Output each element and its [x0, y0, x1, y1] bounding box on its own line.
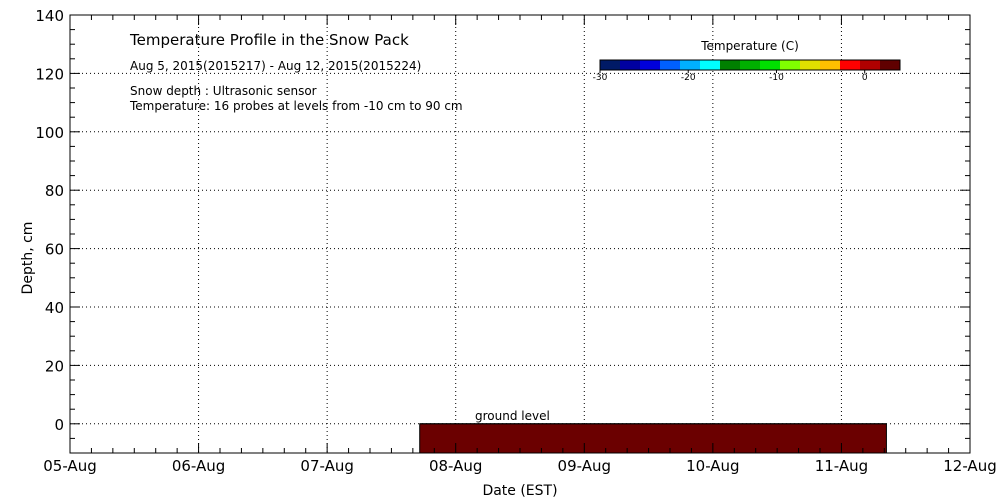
colorbar-cell	[740, 60, 761, 70]
temperature-cell-block	[419, 423, 887, 454]
x-tick-label: 07-Aug	[300, 457, 353, 475]
x-tick-label: 11-Aug	[815, 457, 868, 475]
colorbar-cell	[760, 60, 781, 70]
colorbar-title: Temperature (C)	[700, 39, 799, 53]
plot-frame	[69, 14, 971, 454]
colorbar-border	[599, 59, 901, 71]
x-axis-label: Date (EST)	[482, 483, 557, 499]
colorbar-cell	[700, 60, 721, 70]
colorbar-tick-label: 0	[862, 73, 868, 83]
colorbar-cell	[820, 60, 841, 70]
colorbar-cell	[640, 60, 661, 70]
grid-lines	[70, 14, 970, 453]
colorbar-ticks: -30 -20 -10 0	[593, 70, 868, 83]
colorbar-cell	[720, 60, 741, 70]
colorbar-tick-label: -30	[593, 73, 608, 83]
axis-ticks	[69, 14, 971, 454]
x-tick-label: 12-Aug	[943, 457, 996, 475]
y-tick-label: 120	[35, 65, 64, 83]
ground-level-label: ground level	[475, 409, 550, 423]
colorbar-cell	[800, 60, 821, 70]
y-tick-label: 80	[45, 182, 64, 200]
chart-title: Temperature Profile in the Snow Pack	[129, 31, 409, 49]
tick-labels: 0 20 40 60 80 100 120 140 05-Aug 06-Aug 07-Aug 08-A…	[35, 7, 996, 475]
x-tick-label: 10-Aug	[686, 457, 739, 475]
colorbar-tick-label: -20	[681, 73, 696, 83]
chart-subtitle: Aug 5, 2015(2015217) - Aug 12, 2015(2015…	[130, 59, 421, 73]
y-tick-label: 0	[54, 416, 64, 434]
data-layer	[419, 423, 887, 454]
y-tick-label: 140	[35, 7, 64, 25]
y-tick-label: 20	[45, 357, 64, 375]
y-tick-label: 60	[45, 241, 64, 259]
x-tick-label: 09-Aug	[558, 457, 611, 475]
colorbar-cell	[600, 60, 621, 70]
x-tick-label: 05-Aug	[43, 457, 96, 475]
plot-border	[69, 14, 971, 454]
x-tick-label: 08-Aug	[429, 457, 482, 475]
note-snow-depth: Snow depth : Ultrasonic sensor	[130, 84, 317, 98]
colorbar-cell	[680, 60, 701, 70]
colorbar-cells	[599, 59, 901, 71]
temperature-colorbar: Temperature (C) -30 -20 -10 0	[593, 39, 901, 83]
note-temperature-probes: Temperature: 16 probes at levels from -1…	[129, 99, 463, 113]
colorbar-cell	[780, 60, 801, 70]
y-axis-label: Depth, cm	[20, 222, 36, 295]
colorbar-cell	[860, 60, 881, 70]
colorbar-tick-label: -10	[769, 73, 784, 83]
colorbar-cell	[880, 60, 901, 70]
colorbar-cell	[840, 60, 861, 70]
y-tick-label: 100	[35, 124, 64, 142]
colorbar-cell	[660, 60, 681, 70]
y-tick-label: 40	[45, 299, 64, 317]
colorbar-cell	[620, 60, 641, 70]
x-tick-label: 06-Aug	[172, 457, 225, 475]
